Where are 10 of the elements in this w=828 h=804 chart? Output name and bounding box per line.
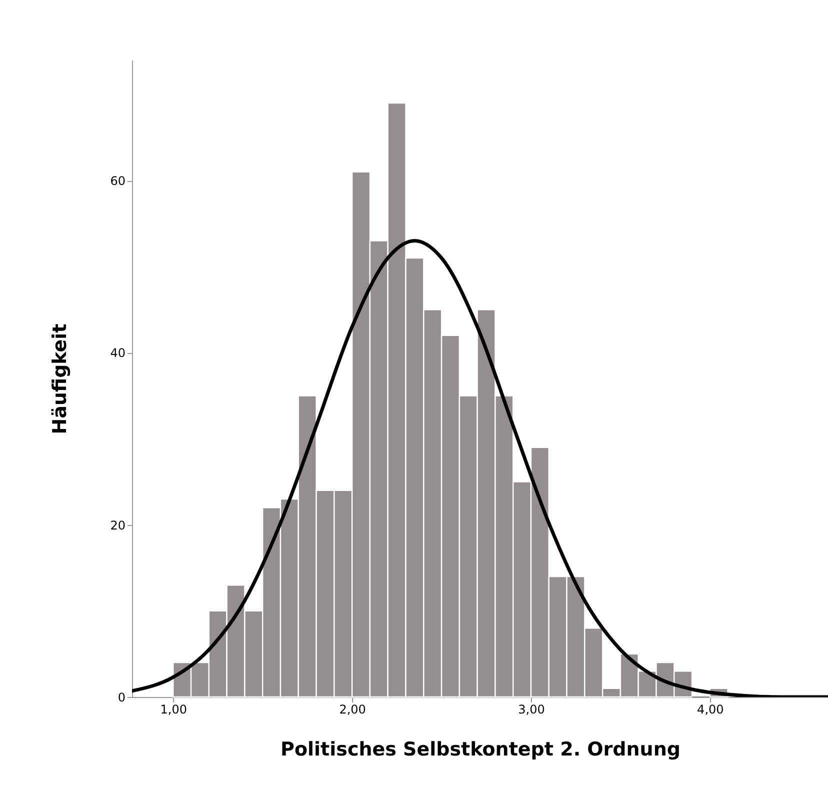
x-tick-label: 2,00 — [339, 702, 366, 716]
y-tick-label: 20 — [110, 518, 126, 532]
x-tick-label: 1,00 — [160, 702, 188, 716]
y-axis-title: Häufigkeit — [49, 324, 72, 434]
y-tick-label: 40 — [110, 346, 126, 360]
x-tick-label: 3,00 — [518, 702, 545, 716]
y-tick-label: 60 — [110, 174, 126, 188]
y-tick-label: 0 — [118, 690, 126, 704]
x-axis-title: Politisches Selbstkontept 2. Ordnung — [280, 738, 680, 760]
x-tick-label: 4,00 — [697, 702, 724, 716]
